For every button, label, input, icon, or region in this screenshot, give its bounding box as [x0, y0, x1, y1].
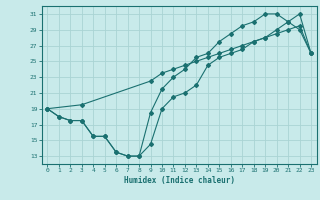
X-axis label: Humidex (Indice chaleur): Humidex (Indice chaleur) [124, 176, 235, 185]
